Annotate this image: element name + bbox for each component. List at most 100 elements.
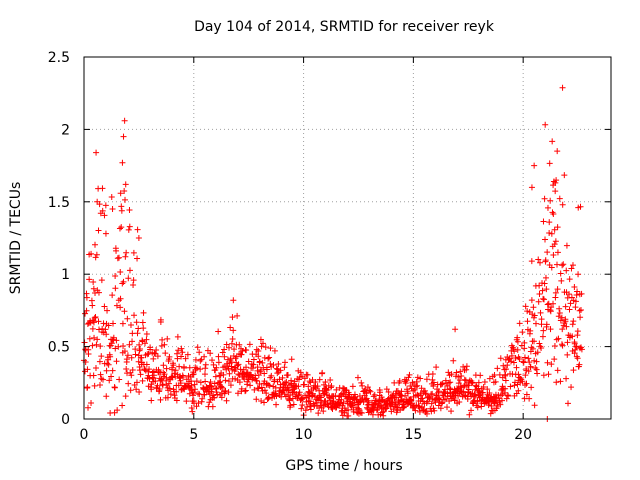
data-point bbox=[221, 353, 228, 360]
data-point bbox=[173, 397, 180, 404]
y-tick-label: 1 bbox=[61, 267, 70, 283]
data-point bbox=[373, 407, 380, 414]
data-point bbox=[188, 382, 195, 389]
data-point bbox=[92, 254, 99, 261]
data-point bbox=[537, 259, 544, 266]
data-point bbox=[556, 310, 563, 317]
data-point bbox=[528, 184, 535, 191]
data-point bbox=[163, 365, 170, 372]
data-point bbox=[91, 334, 98, 341]
data-point bbox=[266, 354, 273, 361]
data-point bbox=[206, 399, 213, 406]
data-point bbox=[97, 343, 104, 350]
y-tick-label: 2.5 bbox=[48, 50, 70, 66]
data-point bbox=[262, 344, 269, 351]
data-point bbox=[91, 382, 98, 389]
data-point bbox=[378, 394, 385, 401]
data-point bbox=[112, 245, 119, 252]
data-point bbox=[81, 339, 88, 346]
data-point bbox=[161, 341, 168, 348]
data-point bbox=[349, 383, 356, 390]
data-point bbox=[128, 372, 135, 379]
x-tick-label: 15 bbox=[404, 427, 422, 443]
data-point bbox=[541, 195, 548, 202]
data-point bbox=[136, 367, 143, 374]
data-point bbox=[413, 383, 420, 390]
data-point bbox=[196, 349, 203, 356]
data-point bbox=[414, 382, 421, 389]
data-point bbox=[428, 408, 435, 415]
data-point bbox=[103, 367, 110, 374]
data-point bbox=[387, 403, 394, 410]
data-point bbox=[137, 371, 144, 378]
data-point bbox=[396, 377, 403, 384]
data-point bbox=[84, 384, 91, 391]
data-point bbox=[164, 394, 171, 401]
data-point bbox=[542, 274, 549, 281]
data-point bbox=[126, 207, 133, 214]
data-point bbox=[559, 84, 566, 91]
data-point bbox=[226, 344, 233, 351]
data-point bbox=[114, 255, 121, 262]
data-point bbox=[363, 404, 370, 411]
data-point bbox=[566, 306, 573, 313]
data-point bbox=[535, 256, 542, 263]
data-point bbox=[546, 219, 553, 226]
data-point bbox=[109, 292, 116, 299]
data-point bbox=[571, 340, 578, 347]
data-point bbox=[527, 327, 534, 334]
data-point bbox=[487, 410, 494, 417]
data-point bbox=[201, 391, 208, 398]
data-point bbox=[435, 395, 442, 402]
data-point bbox=[209, 357, 216, 364]
x-axis-label: GPS time / hours bbox=[285, 458, 402, 474]
data-point bbox=[270, 383, 277, 390]
data-point bbox=[158, 342, 165, 349]
data-point bbox=[328, 383, 335, 390]
data-point bbox=[156, 386, 163, 393]
data-point bbox=[364, 384, 371, 391]
data-point bbox=[94, 198, 101, 205]
data-point bbox=[460, 363, 467, 370]
data-point bbox=[174, 350, 181, 357]
data-point bbox=[104, 360, 111, 367]
data-point bbox=[538, 321, 545, 328]
data-point bbox=[171, 370, 178, 377]
data-point bbox=[124, 315, 131, 322]
data-point bbox=[164, 335, 171, 342]
data-point bbox=[101, 212, 108, 219]
data-point bbox=[574, 328, 581, 335]
data-point bbox=[576, 361, 583, 368]
data-point bbox=[117, 268, 124, 275]
data-point bbox=[271, 347, 278, 354]
data-point bbox=[484, 386, 491, 393]
data-point bbox=[319, 370, 326, 377]
data-point bbox=[153, 385, 160, 392]
data-point bbox=[158, 376, 165, 383]
data-point bbox=[251, 386, 258, 393]
data-point bbox=[89, 302, 96, 309]
data-point bbox=[159, 336, 166, 343]
data-point bbox=[150, 372, 157, 379]
data-point bbox=[512, 355, 519, 362]
data-point bbox=[159, 381, 166, 388]
data-point bbox=[117, 304, 124, 311]
data-point bbox=[532, 365, 539, 372]
data-point bbox=[113, 337, 120, 344]
data-point bbox=[132, 351, 139, 358]
data-point bbox=[239, 348, 246, 355]
data-point bbox=[428, 400, 435, 407]
data-point bbox=[423, 376, 430, 383]
data-point bbox=[302, 407, 309, 414]
data-point bbox=[126, 223, 133, 230]
data-point bbox=[115, 254, 122, 261]
data-point bbox=[283, 379, 290, 386]
data-point bbox=[191, 389, 198, 396]
data-point bbox=[566, 291, 573, 298]
data-point bbox=[554, 249, 561, 256]
data-point bbox=[340, 400, 347, 407]
data-point bbox=[223, 397, 230, 404]
data-point bbox=[186, 364, 193, 371]
data-point bbox=[196, 391, 203, 398]
data-point bbox=[197, 379, 204, 386]
